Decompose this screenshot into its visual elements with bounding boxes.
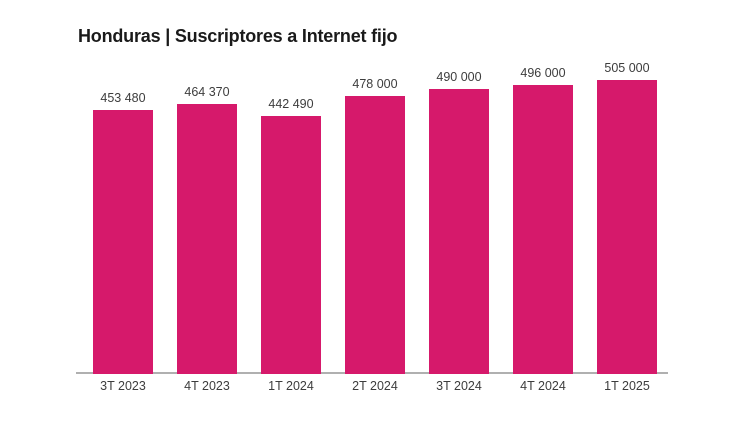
bar-value-label: 453 480 [100,91,146,105]
bar [345,96,405,374]
x-tick-label: 1T 2024 [268,379,314,393]
bar-value-label: 464 370 [184,85,230,99]
bar [177,104,237,374]
bar-value-label: 442 490 [268,97,314,111]
bar [429,89,489,374]
bar [513,85,573,374]
bar [597,80,657,374]
x-tick-label: 3T 2024 [436,379,482,393]
bar-value-label: 496 000 [520,66,566,80]
bar [261,116,321,374]
bar-value-label: 478 000 [352,77,398,91]
x-tick-label: 1T 2025 [604,379,650,393]
x-tick-label: 4T 2024 [520,379,566,393]
x-tick-label: 3T 2023 [100,379,146,393]
bar [93,110,153,374]
chart-title: Honduras | Suscriptores a Internet fijo [78,26,398,46]
x-tick-label: 2T 2024 [352,379,398,393]
bar-value-label: 490 000 [436,70,482,84]
x-tick-label: 4T 2023 [184,379,230,393]
bar-value-label: 505 000 [604,61,650,75]
